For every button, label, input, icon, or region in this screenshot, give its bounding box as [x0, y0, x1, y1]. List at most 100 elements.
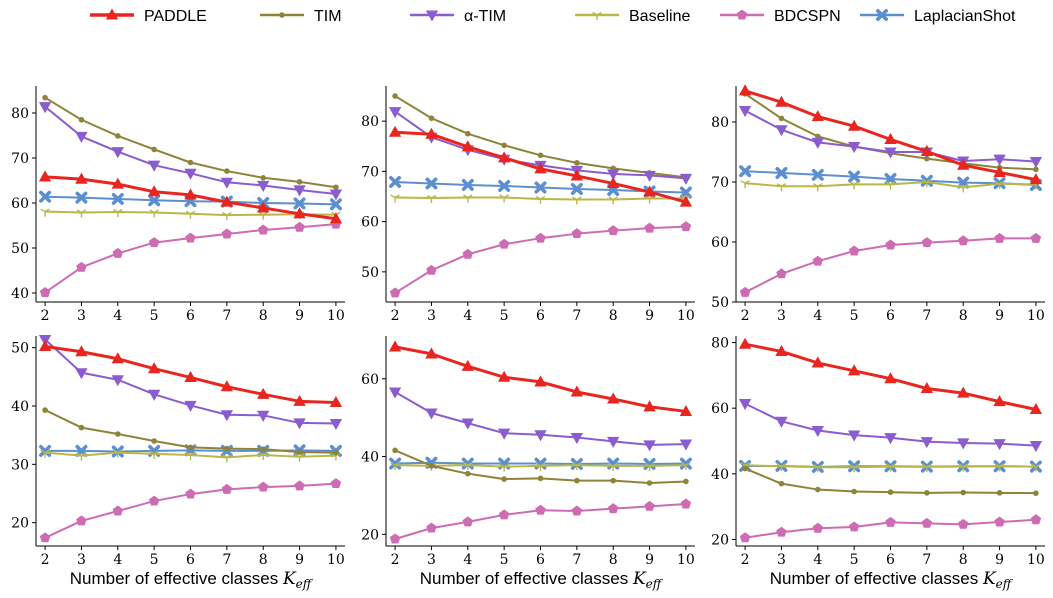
- x-tick-label: 10: [327, 308, 345, 324]
- legend-item-paddle: PADDLE: [90, 8, 207, 25]
- data-point: [464, 130, 471, 137]
- data-point: [148, 237, 160, 248]
- data-point: [608, 196, 618, 205]
- y-tick-label: 20: [711, 532, 729, 548]
- data-point: [75, 368, 88, 380]
- data-point: [957, 438, 970, 450]
- x-axis-label: Number of effective classes Keff: [770, 569, 1014, 591]
- data-point: [570, 432, 584, 444]
- data-point: [571, 228, 583, 239]
- x-tick-label: 10: [1027, 308, 1045, 324]
- x-tick-label: 7: [572, 308, 581, 324]
- y-tick-label: 70: [361, 164, 379, 180]
- data-point: [811, 356, 824, 368]
- data-point: [993, 165, 1006, 177]
- x-tick-label: 8: [259, 308, 268, 324]
- data-point: [778, 480, 785, 487]
- data-point: [607, 225, 619, 236]
- data-point: [76, 452, 87, 461]
- data-point: [681, 462, 691, 471]
- data-point: [537, 475, 544, 482]
- data-point: [739, 532, 751, 543]
- data-point: [679, 439, 693, 451]
- data-point: [884, 132, 897, 144]
- y-tick-label: 50: [711, 295, 729, 311]
- data-point: [329, 212, 343, 224]
- data-point: [811, 425, 824, 437]
- data-point: [884, 372, 897, 384]
- x-tick-label: 8: [959, 552, 968, 568]
- x-tick-label: 3: [777, 552, 786, 568]
- data-point: [924, 155, 930, 162]
- data-point: [187, 159, 194, 166]
- data-point: [75, 345, 88, 357]
- data-point: [296, 179, 303, 185]
- data-point: [679, 457, 692, 470]
- data-point: [537, 152, 544, 159]
- data-point: [185, 451, 196, 460]
- data-point: [646, 480, 653, 486]
- data-point: [461, 178, 474, 191]
- data-point: [111, 192, 124, 205]
- data-point: [221, 228, 233, 239]
- legend-marker-icon: [592, 11, 602, 20]
- data-point: [499, 194, 509, 203]
- data-point: [497, 151, 511, 163]
- legend-marker-icon: [105, 8, 119, 20]
- data-point: [112, 247, 124, 258]
- data-point: [957, 518, 969, 529]
- data-point: [76, 515, 87, 526]
- legend-item-tim: TIM: [260, 8, 342, 25]
- data-point: [643, 440, 656, 452]
- series-baseline: [40, 449, 341, 463]
- data-point: [996, 490, 1003, 496]
- x-tick-label: 10: [677, 552, 695, 568]
- data-point: [498, 179, 511, 192]
- data-point: [221, 483, 233, 494]
- data-point: [42, 407, 48, 413]
- series-alpha-tim: [388, 387, 693, 452]
- legend-marker-icon: [425, 10, 439, 22]
- data-point: [220, 410, 234, 422]
- x-tick-label: 5: [150, 308, 159, 324]
- data-point: [534, 162, 547, 174]
- data-point: [993, 439, 1006, 451]
- legend: PADDLE TIM α-TIM Baseline BDCSPN LaplacianSho…: [90, 8, 1016, 25]
- data-point: [813, 464, 823, 473]
- panel-bottom-middle: 20 40 60 2 3 4 5 6 7 8 9 10 Number of effective clas…: [361, 336, 695, 591]
- data-point: [75, 131, 88, 143]
- data-point: [75, 191, 88, 204]
- x-tick-label: 6: [186, 552, 195, 568]
- data-point: [993, 154, 1006, 166]
- x-tick-label: 3: [77, 552, 86, 568]
- data-point: [814, 133, 821, 140]
- series-paddle: [388, 125, 693, 207]
- data-point: [257, 410, 270, 422]
- data-point: [1029, 173, 1043, 185]
- x-tick-label: 10: [677, 308, 695, 324]
- data-point: [776, 183, 787, 192]
- x-tick-label: 3: [77, 308, 86, 324]
- data-point: [151, 146, 157, 153]
- data-point: [1029, 441, 1043, 453]
- data-point: [428, 463, 435, 469]
- y-tick-label: 60: [361, 372, 379, 388]
- data-point: [644, 195, 655, 204]
- data-point: [847, 142, 861, 154]
- data-point: [738, 84, 752, 96]
- data-point: [111, 375, 124, 387]
- data-point: [535, 195, 546, 205]
- data-point: [994, 232, 1005, 243]
- y-tick-label: 60: [711, 235, 729, 251]
- legend-marker-icon: [875, 9, 889, 22]
- data-point: [775, 344, 788, 356]
- data-point: [111, 445, 124, 458]
- data-point: [185, 488, 196, 499]
- legend-marker-icon: [736, 9, 748, 20]
- data-point: [293, 185, 306, 197]
- data-point: [462, 248, 474, 259]
- y-tick-label: 60: [11, 196, 29, 212]
- data-point: [148, 194, 161, 207]
- data-point: [811, 110, 824, 122]
- data-point: [775, 95, 788, 107]
